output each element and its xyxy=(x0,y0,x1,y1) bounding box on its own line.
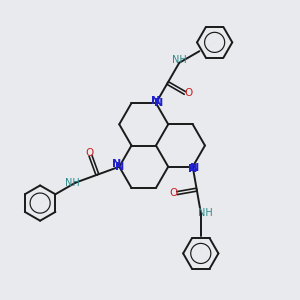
Text: N: N xyxy=(112,159,122,169)
Text: O: O xyxy=(184,88,193,98)
Text: NH: NH xyxy=(64,178,79,188)
Text: N: N xyxy=(151,96,160,106)
Text: N: N xyxy=(154,98,164,108)
Text: O: O xyxy=(85,148,93,158)
Text: O: O xyxy=(169,188,178,198)
Text: N: N xyxy=(190,163,200,173)
Text: N: N xyxy=(188,164,197,174)
Text: N: N xyxy=(115,162,124,172)
Text: NH: NH xyxy=(172,55,187,65)
Text: NH: NH xyxy=(198,208,213,218)
